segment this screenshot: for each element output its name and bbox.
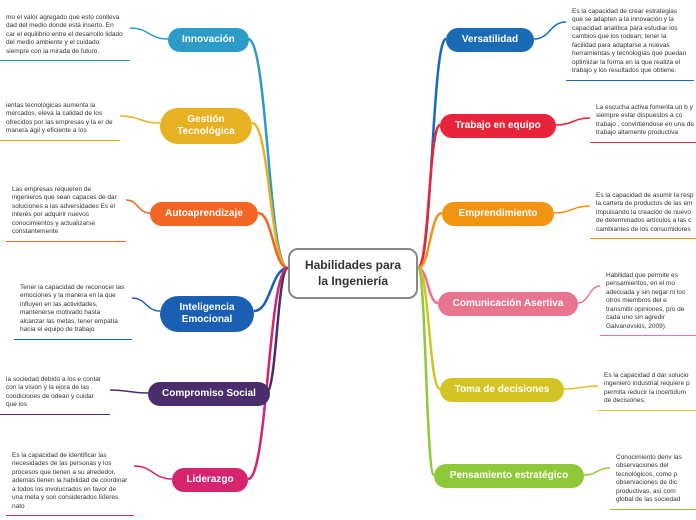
desc-liderazgo: Es la capacidad de identificar las neces…: [6, 448, 134, 516]
desc-comunicacion: Habilidad que permite es pensamientos, e…: [600, 268, 696, 336]
branch-toma: Toma de decisiones: [440, 378, 564, 402]
desc-emprendimiento: Es la capacidad de asumir la resp la car…: [590, 188, 696, 239]
branch-inteligencia: InteligenciaEmocional: [160, 296, 254, 332]
desc-trabajo: La escucha activa fomenta un b y siempre…: [590, 100, 696, 143]
center-title-1: Habilidades para: [305, 258, 401, 272]
center-title-2: la Ingeniería: [318, 274, 388, 288]
branch-autoaprendizaje: Autoaprendizaje: [150, 202, 258, 226]
branch-comunicacion: Comunicación Asertiva: [438, 292, 578, 316]
desc-compromiso: la sociedad debido a los e contar con la…: [0, 372, 110, 415]
desc-toma: Es la capacidad d dar solucio ingeniero …: [598, 368, 696, 411]
desc-autoaprendizaje: Las empresas requieren de ingenieros que…: [6, 182, 126, 242]
branch-innovacion: Innovación: [168, 28, 249, 52]
branch-versatilidad: Versatilidad: [446, 28, 534, 52]
desc-pensamiento: Conocimiento deriv las observaciones del…: [610, 450, 696, 510]
branch-emprendimiento: Emprendimiento: [442, 202, 554, 226]
branch-gestion: GestiónTecnológica: [160, 108, 252, 144]
desc-innovacion: mo el valor agregado que esto conlleva d…: [0, 10, 130, 61]
desc-versatilidad: Es la capacidad de crear estrategias que…: [566, 4, 694, 81]
branch-liderazgo: Liderazgo: [172, 468, 248, 492]
branch-pensamiento: Pensamiento estratégico: [434, 464, 584, 488]
center-node: Habilidades para la Ingeniería: [288, 248, 418, 299]
branch-trabajo: Trabajo en equipo: [440, 114, 556, 138]
desc-gestion: ientas tecnológicas aumenta la mercados,…: [0, 98, 120, 141]
desc-inteligencia: Tener la capacidad de reconocer las emoc…: [14, 280, 132, 340]
branch-compromiso: Compromiso Social: [148, 382, 270, 406]
